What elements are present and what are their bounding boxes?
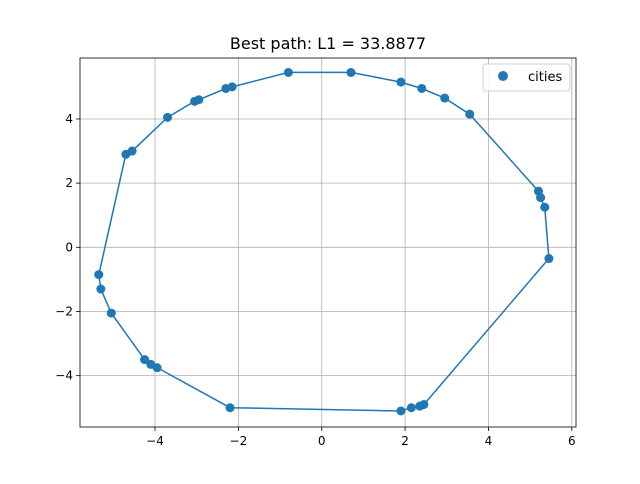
city-point [396,77,406,87]
city-point [544,254,554,264]
city-point [396,406,406,416]
x-tick-label: −4 [146,434,164,448]
x-tick-label: 6 [568,434,576,448]
city-point [415,401,425,411]
grid-layer [80,58,576,427]
points-layer [94,67,554,416]
y-tick-label: −4 [55,369,73,383]
city-point [536,193,546,203]
city-point [406,403,416,413]
city-point [225,403,235,413]
city-point [194,95,204,105]
city-point [283,67,293,77]
city-point [96,284,106,294]
ticks-layer: −4 −2 0 2 4 6 −4 −2 0 2 4 [55,112,575,448]
city-point [440,93,450,103]
y-tick-label: 2 [65,176,73,190]
x-tick-label: 2 [401,434,409,448]
city-point [127,146,137,156]
y-tick-label: 4 [65,112,73,126]
legend-box [482,63,571,92]
city-point [540,202,550,212]
y-tick-label: 0 [65,240,73,254]
plot-frame [79,57,577,428]
legend: cities [482,63,571,92]
city-point [465,109,475,119]
city-point [417,83,427,93]
x-tick-label: 4 [485,434,493,448]
city-point [163,112,173,122]
city-point [146,359,156,369]
legend-label-cities: cities [528,70,562,85]
city-point [227,82,237,92]
x-tick-label: 0 [318,434,326,448]
city-point [140,355,150,365]
city-point [346,67,356,77]
city-point [106,308,116,318]
legend-marker [498,71,508,81]
city-point [94,270,104,280]
y-tick-label: −2 [55,304,73,318]
x-tick-label: −2 [230,434,248,448]
chart-title: Best path: L1 = 33.8877 [230,34,426,53]
